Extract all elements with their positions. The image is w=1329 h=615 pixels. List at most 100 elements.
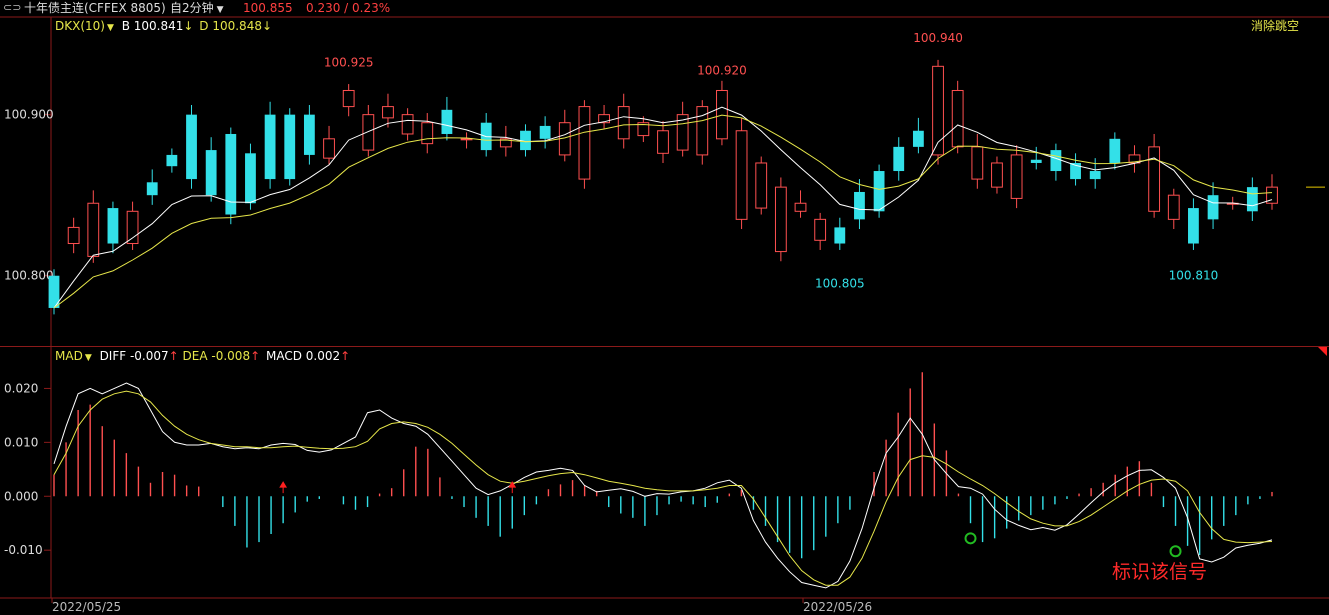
signal-circle [964, 532, 977, 545]
upper-legend: DKX(10) ▼ B 100.841↓ D 100.848↓ [55, 19, 272, 35]
candle-body [1207, 195, 1219, 220]
candle-body [401, 114, 414, 135]
candle-body [794, 202, 807, 212]
low-price-label: 100.805 [815, 277, 865, 291]
remove-gap-toggle[interactable]: 消除跳空 [1251, 19, 1300, 33]
candle-body [126, 210, 139, 245]
macd-value: MACD 0.002 [265, 349, 341, 363]
y-tick-label: 0.020 [4, 381, 38, 395]
candle-body [1070, 162, 1081, 180]
lower-legend: MAD ▼ DIFF -0.007↑ DEA -0.008↑ MACD 0.002… [55, 349, 350, 365]
chart-frame: 2022/05/25 2022/05/26 [0, 16, 1329, 614]
candle-body [284, 114, 296, 180]
candle-body [48, 275, 60, 308]
candle-body [107, 208, 119, 244]
chevron-down-icon: ▼ [106, 23, 114, 33]
candle-body [186, 114, 197, 180]
high-price-label: 100.925 [324, 55, 374, 69]
candle-body [225, 133, 237, 215]
candle-body [735, 130, 748, 220]
candle-body [303, 114, 315, 155]
candle-body [1246, 187, 1258, 212]
upper-indicator-name: DKX(10) [55, 19, 105, 33]
lower-indicator-name: MAD [55, 349, 83, 363]
candle-body [245, 153, 256, 204]
candle-body [146, 182, 158, 196]
x-tick-label: 2022/05/26 [803, 600, 872, 614]
candle-body [873, 171, 885, 212]
macd-panel: 0.020 0.010 0.000 -0.010 [4, 372, 1273, 589]
candle-body [1010, 154, 1023, 199]
candle-body [617, 106, 630, 140]
x-tick-label: 2022/05/25 [52, 600, 121, 614]
dea-arrow: ↑ [250, 349, 261, 363]
candle-body [87, 202, 100, 257]
b-value: B 100.841 [121, 19, 184, 33]
candle-body [696, 106, 709, 156]
candle-body [578, 106, 591, 180]
candle-body [67, 226, 80, 245]
period-label: 自2分钟 [170, 1, 214, 15]
candle-body [1030, 159, 1042, 163]
macd-arrow: ↑ [340, 349, 351, 363]
high-price-label: 100.920 [697, 63, 747, 77]
candle-body [1167, 194, 1180, 220]
low-price-label: 100.810 [1169, 269, 1219, 283]
candle-body [834, 227, 846, 244]
candle-body [323, 138, 335, 159]
chevron-down-icon: ▼ [84, 353, 92, 363]
signal-circle [1169, 545, 1182, 558]
candle-body [421, 122, 434, 145]
high-price-label: 100.940 [913, 31, 963, 45]
candle-body [951, 89, 964, 148]
candle-body [991, 162, 1003, 188]
candle-body [1148, 146, 1161, 212]
candle-body [499, 138, 512, 148]
candle-body [932, 65, 944, 156]
candle-body [460, 138, 473, 141]
buy-signal-arrow [508, 481, 517, 494]
candle-body [657, 130, 669, 154]
candle-body [814, 218, 827, 241]
candle-body [1109, 138, 1121, 163]
candle-body [912, 130, 924, 147]
y-tick-label: 0.000 [4, 489, 38, 503]
candle-body [1050, 150, 1062, 172]
upper-indicator-selector[interactable]: DKX(10) ▼ [55, 19, 114, 33]
chevron-down-icon: ▼ [216, 5, 224, 15]
dea-value: DEA -0.008 [182, 349, 251, 363]
candle-body [676, 114, 689, 151]
d-arrow: ↓ [261, 19, 273, 33]
candlestick-panel: 100.900 100.800 100.925 100.920 100.940 100.8… [4, 31, 1325, 315]
candle-body [520, 130, 531, 151]
candle-body [1089, 171, 1101, 180]
diff-line [53, 382, 1273, 589]
candle-body [264, 114, 276, 180]
y-tick-label: -0.010 [4, 543, 43, 557]
candle-body [205, 150, 217, 196]
contract-name[interactable]: 十年债主连(CFFEX 8805) [24, 1, 166, 15]
lower-indicator-selector[interactable]: MAD ▼ [55, 349, 92, 363]
y-tick-label: 100.900 [4, 108, 54, 122]
link-icon[interactable]: ⊂⊃ [3, 1, 22, 14]
signal-annotation: 标识该信号 [1112, 561, 1208, 583]
candle-body [971, 146, 984, 180]
candle-body [893, 146, 905, 172]
candle-body [382, 106, 394, 119]
candle-body [755, 162, 768, 209]
candle-body [637, 122, 650, 137]
candle-body [854, 191, 865, 220]
candle-body [598, 114, 610, 124]
candle-body [342, 89, 355, 108]
price-change: 0.230 / 0.23% [306, 1, 391, 15]
y-tick-label: 100.800 [4, 269, 54, 283]
dkx-b-line [53, 106, 1273, 309]
y-tick-label: 0.010 [4, 435, 38, 449]
dkx-d-line [53, 114, 1273, 309]
last-price: 100.855 [243, 1, 293, 15]
candle-body [774, 186, 787, 253]
candle-body [166, 154, 178, 167]
diff-value: DIFF -0.007 [99, 349, 169, 363]
diff-arrow: ↑ [168, 349, 179, 363]
period-selector[interactable]: 自2分钟 ▼ [170, 0, 224, 18]
